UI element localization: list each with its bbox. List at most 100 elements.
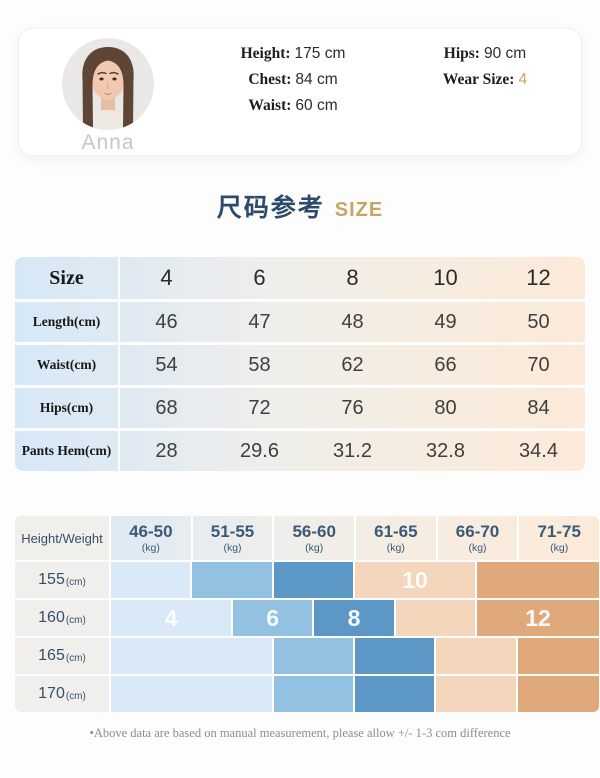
weight-unit-label: (kg) (468, 541, 487, 554)
matrix-col-header: 56-60 (kg) (272, 516, 354, 560)
matrix-size-block: 6 (233, 600, 315, 636)
weight-range-label: 56-60 (292, 521, 336, 541)
size-cell: 84 (527, 396, 550, 419)
height-unit: (cm) (65, 576, 86, 588)
matrix-size-block (273, 638, 355, 674)
matrix-col-header: 51-55 (kg) (190, 516, 273, 560)
size-table-row: Waist(cm) 54 58 62 66 70 (15, 345, 585, 385)
weight-range-label: 46-50 (129, 521, 173, 541)
size-row-label: Length(cm) (15, 302, 120, 342)
measurements-left-column: Height: 175 cm Chest: 84 cm Waist: 60 cm (197, 29, 389, 155)
size-header-cell: 6 (253, 265, 266, 290)
weight-unit-label: (kg) (141, 541, 160, 554)
matrix-size-block (477, 562, 599, 598)
weight-unit-label: (kg) (223, 541, 242, 554)
size-table-header-row: Size 4 6 8 10 12 (15, 257, 585, 299)
measurement-line: Hips: 90 cm (444, 45, 526, 63)
matrix-size-block (436, 638, 518, 674)
matrix-size-block (395, 600, 477, 636)
matrix-size-block: 4 (111, 600, 233, 636)
size-cell: 47 (248, 310, 271, 333)
size-cell: 29.6 (240, 439, 279, 462)
size-cell: 70 (527, 353, 550, 376)
measurement-value: 84 cm (295, 71, 338, 88)
size-cell: 28 (155, 439, 178, 462)
title-chinese: 尺码参考 (216, 194, 325, 222)
size-cell: 48 (341, 310, 364, 333)
matrix-size-block (355, 638, 437, 674)
matrix-size-block (517, 638, 599, 674)
matrix-header-row: Height/Weight 46-50 (kg) 51-55 (kg) 56-60 (kg)… (15, 516, 599, 560)
size-cell: 80 (434, 396, 457, 419)
matrix-blocks: 10 (111, 562, 599, 598)
size-cell: 72 (248, 396, 271, 419)
measurement-value: 175 cm (294, 45, 346, 62)
size-header-cell: 8 (346, 265, 359, 290)
weight-unit-label: (kg) (305, 541, 324, 554)
matrix-blocks (111, 676, 599, 712)
size-cell: 58 (248, 353, 271, 376)
matrix-col-header: 61-65 (kg) (354, 516, 436, 560)
model-photo (62, 38, 154, 130)
matrix-col-header: 66-70 (kg) (435, 516, 518, 560)
matrix-size-block: 12 (477, 600, 599, 636)
height-value: 170 (38, 685, 65, 702)
size-cell: 31.2 (333, 439, 372, 462)
size-cell: 46 (155, 310, 178, 333)
measurement-label: Chest: (248, 71, 292, 88)
weight-range-label: 61-65 (374, 521, 418, 541)
size-row-label: Waist(cm) (15, 345, 120, 385)
matrix-size-block (436, 676, 518, 712)
model-avatar-block: Anna (19, 29, 197, 155)
matrix-row-label: 170 (cm) (15, 676, 111, 712)
matrix-col-header: 46-50 (kg) (111, 516, 191, 560)
model-card: Anna Height: 175 cm Chest: 84 cm Waist: 60 cm… (18, 28, 582, 156)
size-header-cell: 12 (526, 265, 551, 290)
measurement-label: Waist: (248, 97, 292, 114)
matrix-row: 160 (cm) 4 6 8 12 (15, 600, 599, 636)
height-value: 155 (38, 571, 65, 588)
weight-unit-label: (kg) (386, 541, 405, 554)
matrix-size-block (517, 676, 599, 712)
size-table-row: Hips(cm) 68 72 76 80 84 (15, 388, 585, 428)
title-english: SIZE (334, 199, 384, 221)
measurement-line: Waist: 60 cm (248, 97, 337, 115)
measurement-line: Wear Size: 4 (443, 71, 527, 89)
height-value: 160 (38, 609, 65, 626)
height-weight-matrix: Height/Weight 46-50 (kg) 51-55 (kg) 56-60 (kg)… (15, 516, 599, 712)
height-unit: (cm) (65, 690, 86, 702)
matrix-header-cells: 46-50 (kg) 51-55 (kg) 56-60 (kg) 61-65 (kg) 66-7… (111, 516, 599, 560)
measurement-value: 60 cm (295, 97, 338, 114)
size-header-cell: 10 (433, 265, 458, 290)
matrix-size-block (111, 676, 274, 712)
size-cell: 54 (155, 353, 178, 376)
weight-range-label: 71-75 (537, 521, 581, 541)
measurement-value: 90 cm (483, 45, 527, 62)
size-cell: 32.8 (426, 439, 465, 462)
size-table-row: Length(cm) 46 47 48 49 50 (15, 302, 585, 342)
footnote: •Above data are based on manual measurem… (89, 726, 511, 740)
matrix-size-block (111, 562, 193, 598)
weight-range-label: 66-70 (455, 521, 500, 541)
size-row-label: Pants Hem(cm) (15, 431, 120, 471)
matrix-size-block (273, 676, 355, 712)
size-header-label: Size (15, 257, 120, 299)
matrix-size-block (192, 562, 274, 598)
matrix-row: 165 (cm) (15, 638, 599, 674)
matrix-corner-label: Height/Weight (15, 516, 111, 560)
matrix-size-block (273, 562, 355, 598)
height-unit: (cm) (65, 652, 86, 664)
size-cell: 34.4 (519, 439, 558, 462)
height-unit: (cm) (65, 614, 86, 626)
matrix-size-block (111, 638, 274, 674)
matrix-row-label: 165 (cm) (15, 638, 111, 674)
size-table: Size 4 6 8 10 12 Length(cm) 46 47 48 49 50 Waist(cm)… (15, 257, 585, 471)
size-header-cell: 4 (160, 265, 173, 290)
size-reference-title: 尺码参考 SIZE (0, 188, 600, 222)
measurement-value: 4 (518, 71, 528, 88)
measurement-label: Hips: (443, 45, 480, 62)
size-cell: 62 (341, 353, 364, 376)
size-cell: 49 (434, 310, 457, 333)
height-value: 165 (38, 647, 65, 664)
